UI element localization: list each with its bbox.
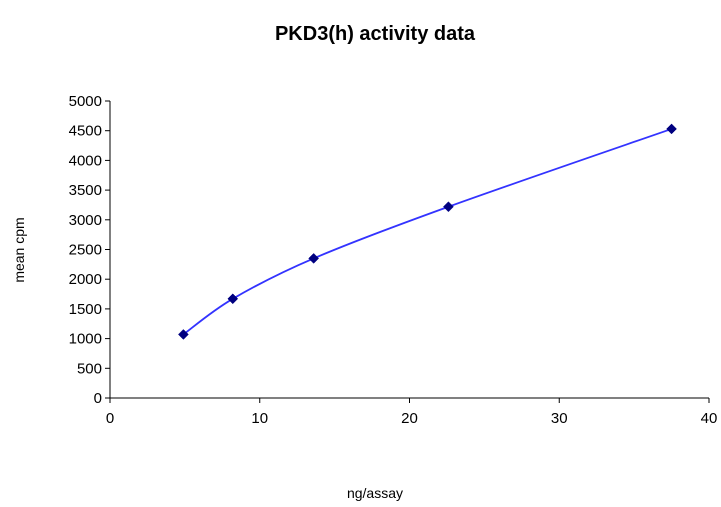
x-tick-label: 40 xyxy=(701,410,718,427)
data-point xyxy=(443,201,454,213)
y-tick-label: 2500 xyxy=(69,242,102,259)
series-line xyxy=(182,128,672,336)
data-point xyxy=(308,253,320,264)
plot-area: 0 500 1000 1500 2000 2500 3000 3500 4000 4500 5000… xyxy=(69,93,718,427)
y-tick-label: 1000 xyxy=(69,331,102,348)
x-tick-label: 10 xyxy=(251,410,268,427)
y-tick-label: 0 xyxy=(94,390,102,407)
data-point xyxy=(178,329,189,340)
x-axis-label: ng/assay xyxy=(347,485,403,501)
chart-title: PKD3(h) activity data xyxy=(275,23,476,45)
y-tick-label: 2000 xyxy=(69,271,102,288)
y-axis-label: mean cpm xyxy=(11,217,27,282)
x-tick-label: 20 xyxy=(401,410,418,427)
y-tick-label: 500 xyxy=(77,360,102,377)
x-tick-label: 0 xyxy=(106,410,114,427)
x-tick-label: 30 xyxy=(551,410,568,427)
y-tick-label: 3000 xyxy=(69,212,102,229)
y-tick-label: 4500 xyxy=(69,123,102,140)
y-tick-label: 3500 xyxy=(69,182,102,199)
data-point xyxy=(666,123,677,135)
data-point xyxy=(227,293,239,305)
y-tick-label: 5000 xyxy=(69,93,102,110)
y-tick-label: 4000 xyxy=(69,152,102,169)
y-tick-label: 1500 xyxy=(69,301,102,318)
